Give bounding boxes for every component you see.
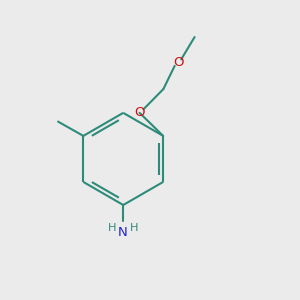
Text: H: H <box>129 223 138 233</box>
Text: N: N <box>118 226 128 239</box>
Text: O: O <box>173 56 184 69</box>
Text: H: H <box>108 223 116 233</box>
Text: O: O <box>134 106 145 119</box>
